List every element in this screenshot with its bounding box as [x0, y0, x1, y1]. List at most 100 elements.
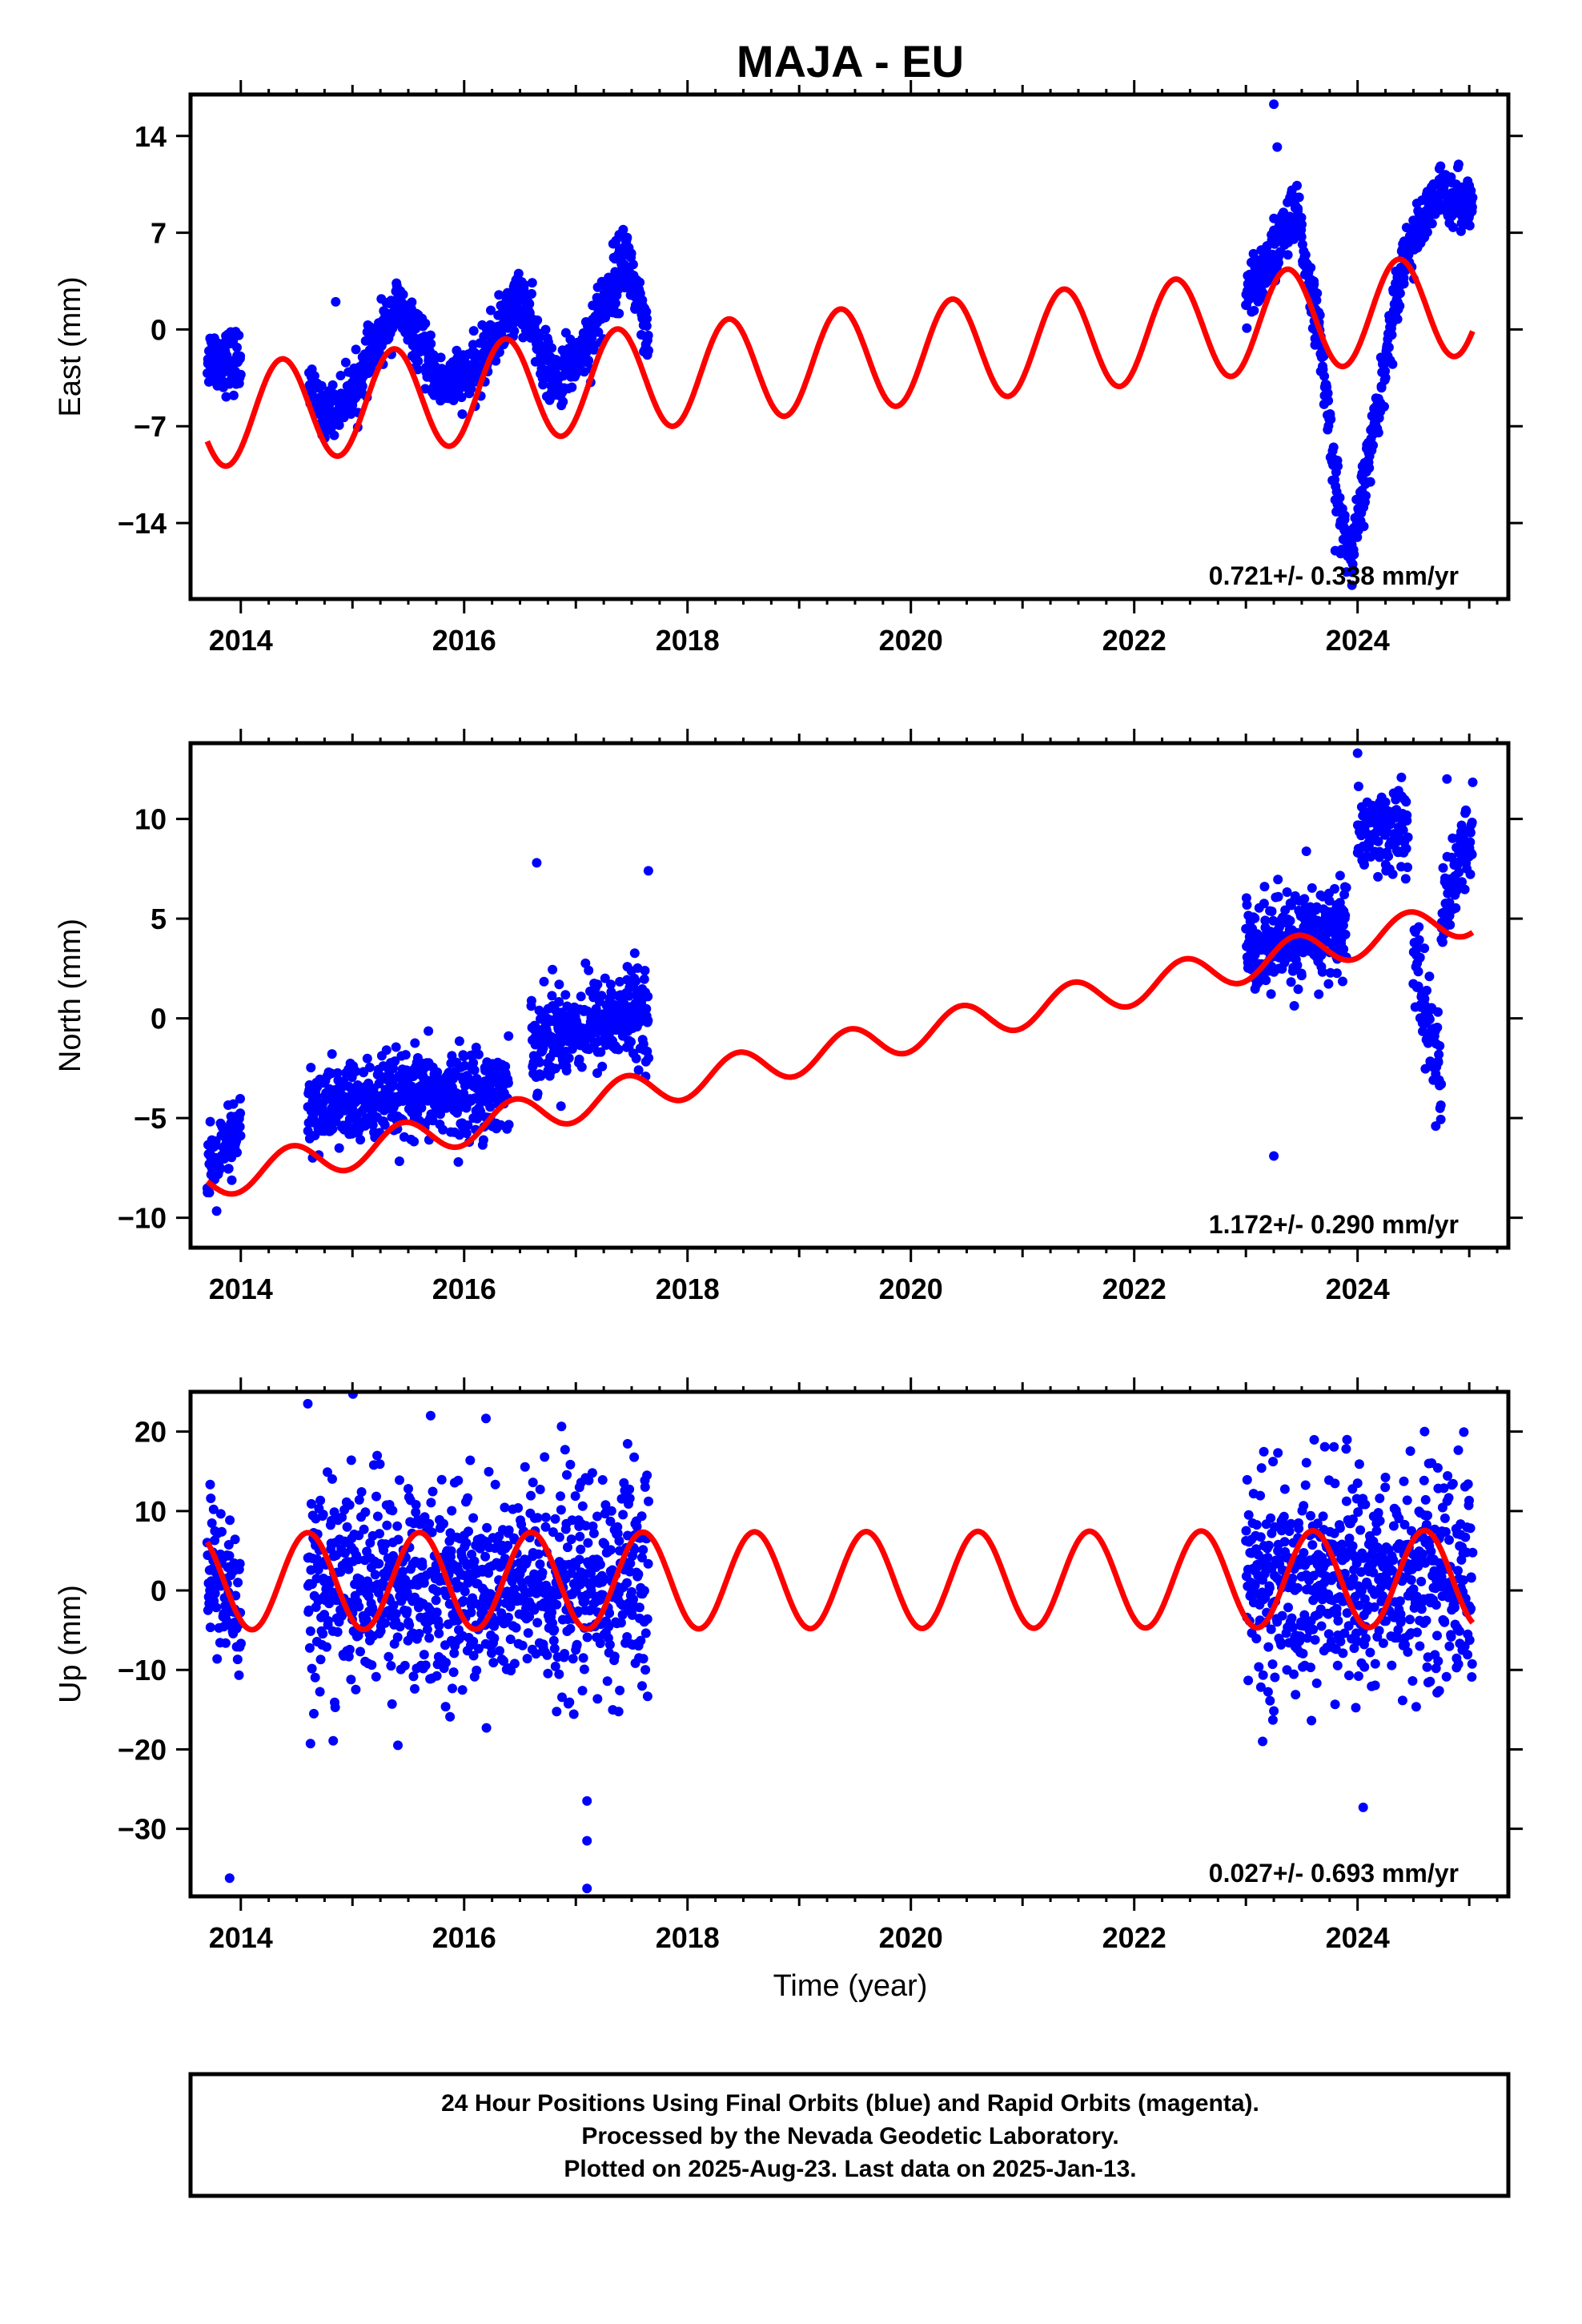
east-point	[351, 344, 361, 355]
north-outlier-point	[643, 866, 653, 876]
up-point	[579, 1664, 589, 1675]
north-point	[1301, 846, 1311, 856]
up-point	[324, 1579, 335, 1589]
up-point	[424, 1518, 435, 1529]
up-point	[565, 1459, 576, 1470]
east-point	[1339, 510, 1350, 521]
east-point	[398, 289, 408, 300]
up-point	[1352, 1636, 1363, 1647]
east-point	[1464, 220, 1475, 231]
up-point	[554, 1532, 564, 1542]
up-point	[1388, 1521, 1399, 1531]
north-point	[1438, 862, 1448, 873]
east-point	[509, 326, 520, 336]
east-x-tick-label: 2016	[432, 624, 496, 657]
up-point	[496, 1608, 507, 1618]
up-point	[532, 1513, 543, 1523]
up-point	[1356, 1586, 1367, 1596]
north-point	[1331, 968, 1342, 979]
north-point	[560, 990, 571, 1000]
east-point	[420, 384, 431, 394]
up-point	[540, 1452, 550, 1462]
north-point	[1436, 1079, 1447, 1089]
north-point	[626, 1037, 636, 1047]
up-point	[1335, 1636, 1346, 1647]
north-x-tick-label: 2024	[1326, 1273, 1390, 1305]
east-point	[532, 315, 543, 325]
east-point	[538, 380, 548, 390]
north-point	[355, 1135, 366, 1145]
east-point	[626, 248, 636, 259]
north-point	[1330, 883, 1339, 894]
up-point	[447, 1506, 457, 1516]
up-point	[315, 1655, 326, 1665]
up-point	[1387, 1566, 1398, 1576]
north-point	[1250, 913, 1260, 923]
east-point	[1427, 219, 1437, 229]
up-point	[468, 1513, 479, 1523]
up-point	[523, 1628, 533, 1638]
up-point	[1287, 1622, 1298, 1632]
up-point	[472, 1665, 482, 1675]
north-point	[548, 964, 558, 975]
north-point	[367, 1120, 378, 1130]
up-point	[565, 1623, 576, 1634]
up-point	[548, 1527, 558, 1538]
north-point	[1266, 989, 1276, 999]
up-point	[307, 1663, 317, 1674]
up-point	[572, 1639, 582, 1650]
east-y-tick-label: −7	[134, 410, 167, 443]
up-point	[1279, 1484, 1290, 1494]
up-point	[550, 1661, 560, 1671]
up-point	[642, 1470, 652, 1481]
east-point	[1323, 388, 1333, 398]
north-point	[390, 1056, 400, 1067]
up-point	[487, 1648, 496, 1659]
up-point	[642, 1691, 652, 1702]
east-x-tick-label: 2014	[209, 624, 273, 657]
up-point	[315, 1687, 325, 1697]
up-point	[220, 1638, 231, 1648]
north-point	[1465, 827, 1476, 838]
up-point	[466, 1607, 476, 1618]
east-y-tick-label: −14	[118, 507, 167, 540]
north-point	[1422, 985, 1431, 995]
up-point	[1339, 1628, 1350, 1638]
up-point	[1347, 1541, 1358, 1551]
north-point	[600, 973, 610, 983]
up-point	[1294, 1523, 1304, 1534]
up-point	[306, 1498, 316, 1509]
north-point	[584, 965, 594, 975]
up-point	[1308, 1624, 1319, 1634]
east-point	[1323, 396, 1334, 406]
east-point	[1395, 288, 1405, 299]
east-point	[584, 356, 594, 366]
north-point	[1267, 907, 1277, 916]
north-point	[204, 1188, 215, 1198]
up-point	[490, 1479, 500, 1490]
up-point	[1331, 1603, 1342, 1614]
east-point	[235, 351, 246, 361]
up-point	[223, 1540, 234, 1550]
east-point	[518, 332, 528, 343]
up-point	[1255, 1532, 1266, 1542]
up-point	[1277, 1610, 1287, 1621]
up-point	[633, 1569, 644, 1579]
north-point	[1299, 894, 1310, 904]
north-point	[463, 1120, 473, 1131]
north-outlier-point	[1269, 1151, 1279, 1161]
up-point	[448, 1683, 457, 1694]
up-point	[1284, 1526, 1295, 1536]
up-point	[230, 1534, 240, 1545]
up-point	[367, 1660, 377, 1671]
north-point	[1293, 984, 1303, 995]
up-point	[206, 1494, 216, 1503]
up-point	[1300, 1480, 1311, 1490]
east-point	[340, 357, 351, 368]
up-point	[419, 1578, 429, 1588]
north-model-curve	[205, 909, 1475, 1197]
east-point	[1383, 342, 1394, 352]
north-point	[327, 1124, 338, 1134]
up-point	[1393, 1625, 1403, 1635]
east-point	[407, 297, 417, 308]
